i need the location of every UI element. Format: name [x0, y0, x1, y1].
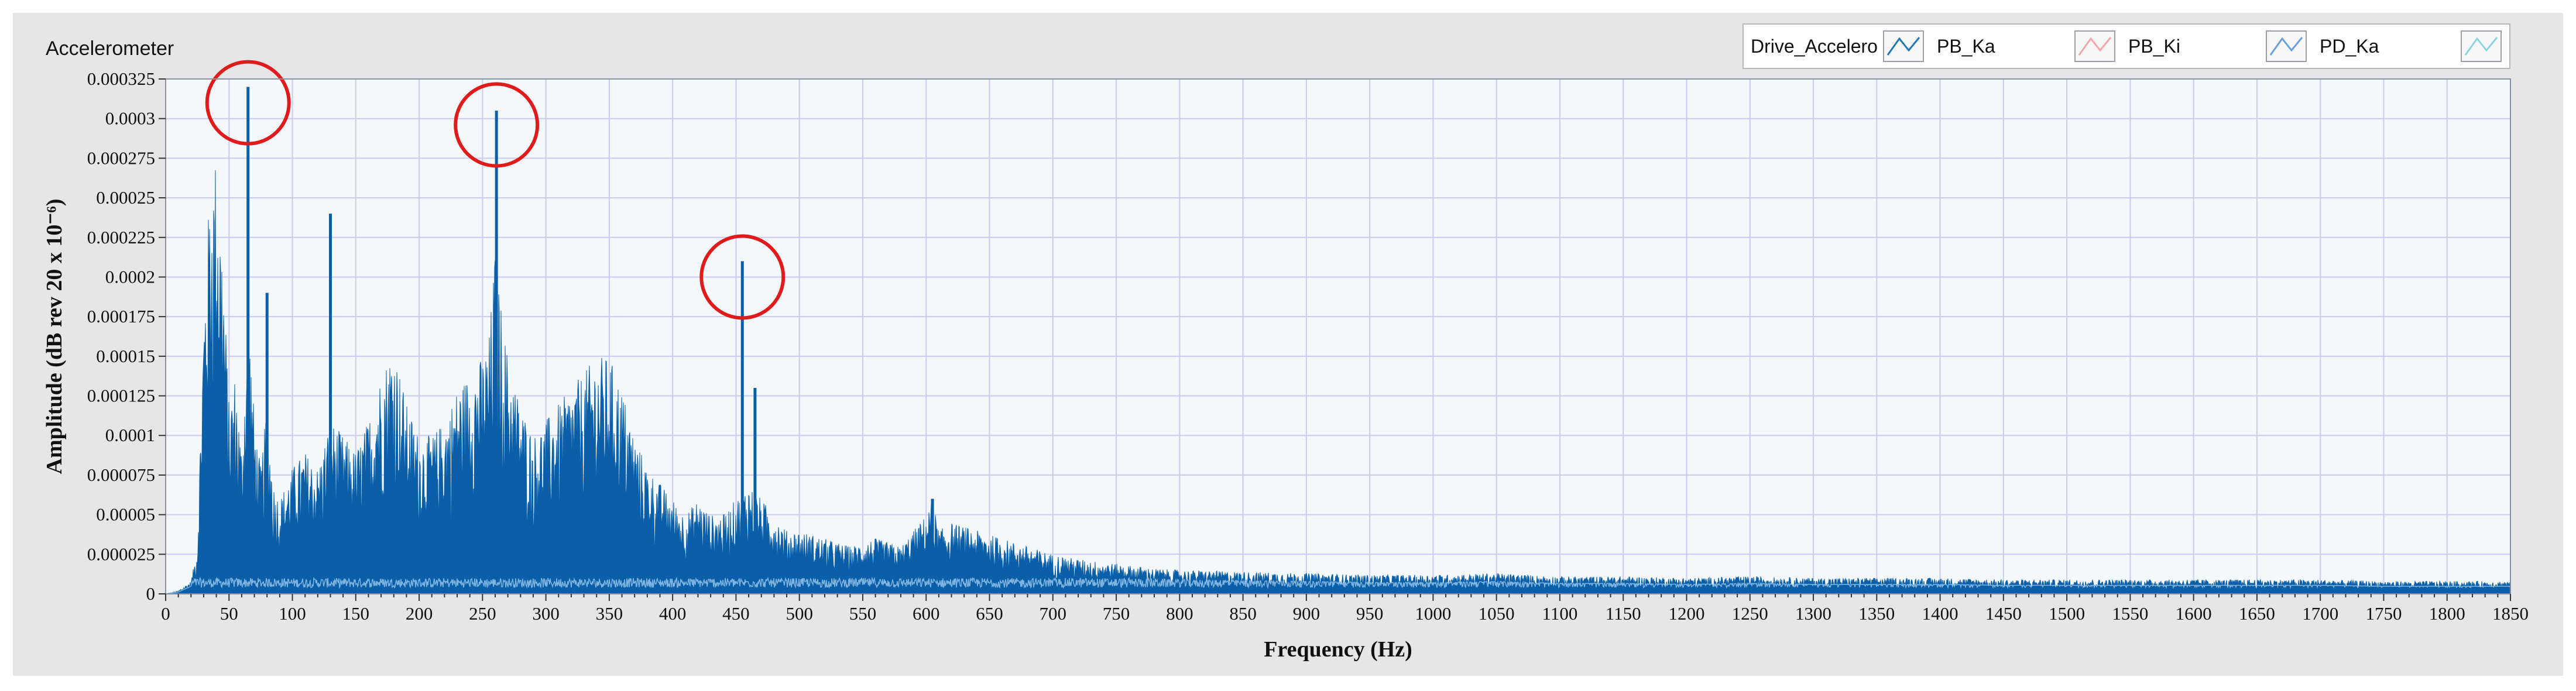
x-tick-label: 1100: [1542, 603, 1578, 624]
x-tick-label: 1850: [2492, 603, 2529, 624]
x-tick-label: 450: [722, 603, 750, 624]
y-tick-label: 0.0001: [105, 425, 155, 445]
x-tick-label: 1600: [2176, 603, 2212, 624]
legend-label: Drive_Accelero: [1751, 35, 1878, 57]
x-tick-label: 1800: [2429, 603, 2465, 624]
x-tick-label: 950: [1356, 603, 1384, 624]
x-tick-label: 50: [220, 603, 238, 624]
baseline-trace: [165, 576, 2510, 594]
x-tick-label: 1050: [1479, 603, 1515, 624]
peak-annotations: [205, 60, 786, 320]
legend-item-pd-ka[interactable]: PD_Ka: [2266, 25, 2379, 68]
x-tick-label: 1400: [1922, 603, 1958, 624]
legend-item-unnamed[interactable]: [2461, 25, 2515, 68]
peak-lines: [246, 87, 934, 594]
y-tick-label: 0.000075: [87, 465, 155, 485]
y-tick-label: 0: [146, 583, 156, 604]
legend-swatch-unnamed: [2461, 30, 2502, 62]
x-tick-label: 750: [1103, 603, 1130, 624]
x-tick-label: 100: [279, 603, 306, 624]
spectrum-area: [165, 170, 2511, 594]
x-tick-label: 1500: [2049, 603, 2085, 624]
x-tick-label: 900: [1293, 603, 1320, 624]
x-tick-label: 300: [532, 603, 560, 624]
panel-title: Accelerometer: [46, 37, 174, 60]
peak-circle: [205, 60, 291, 146]
x-tick-label: 1000: [1415, 603, 1451, 624]
y-tick-label: 0.000175: [87, 306, 155, 326]
legend-item-pb-ka[interactable]: PB_Ka: [1883, 25, 1995, 68]
y-tick-label: 0.000225: [87, 227, 155, 247]
y-axis-title: Amplitude (dB rev 20 x 10⁻⁶): [42, 199, 67, 475]
x-tick-label: 1700: [2302, 603, 2338, 624]
x-tick-label: 1750: [2365, 603, 2402, 624]
x-tick-label: 150: [342, 603, 370, 624]
y-tick-label: 0.00015: [96, 346, 155, 366]
y-tick-label: 0.000025: [87, 544, 155, 564]
x-axis: 0 50 100 150 200 250 300 350 400 450 500 550 600 650 7…: [161, 594, 2529, 624]
peak-circle: [454, 82, 540, 168]
x-tick-label: 1450: [1985, 603, 2022, 624]
y-tick-label: 0.000125: [87, 386, 155, 406]
y-axis: 0 0.000025 0.00005 0.000075 0.0001 0.000125 0.…: [87, 68, 166, 604]
y-tick-label: 0.00005: [96, 504, 155, 525]
x-tick-label: 1550: [2112, 603, 2148, 624]
x-tick-label: 700: [1040, 603, 1067, 624]
x-axis-title: Frequency (Hz): [1264, 637, 1412, 662]
x-tick-label: 1650: [2239, 603, 2275, 624]
x-tick-label: 850: [1229, 603, 1257, 624]
legend-label: PB_Ka: [1937, 35, 1995, 57]
y-tick-label: 0.0003: [105, 108, 155, 129]
x-tick-label: 200: [406, 603, 433, 624]
x-tick-label: 350: [596, 603, 623, 624]
y-tick-label: 0.000275: [87, 147, 155, 168]
plot-frame: [165, 78, 2511, 594]
x-tick-label: 400: [659, 603, 687, 624]
x-tick-label: 800: [1166, 603, 1193, 624]
x-tick-label: 0: [161, 603, 170, 624]
legend-swatch-pd-ka: [2266, 30, 2307, 62]
x-tick-label: 1200: [1668, 603, 1704, 624]
y-tick-label: 0.00025: [96, 187, 155, 208]
x-tick-label: 1350: [1858, 603, 1895, 624]
x-tick-label: 650: [976, 603, 1003, 624]
legend: Drive_Accelero PB_Ka PB_Ki PD_Ka: [1743, 23, 2510, 69]
legend-swatch-pb-ki: [2074, 30, 2115, 62]
x-tick-label: 1300: [1795, 603, 1831, 624]
y-tick-label: 0.000325: [87, 68, 155, 89]
legend-label: PB_Ki: [2128, 35, 2180, 57]
legend-item-drive-accelero: Drive_Accelero: [1751, 25, 1878, 68]
x-tick-label: 550: [849, 603, 877, 624]
peak-circle: [699, 234, 786, 320]
x-tick-label: 1150: [1606, 603, 1641, 624]
x-tick-label: 500: [786, 603, 813, 624]
x-tick-label: 1250: [1732, 603, 1768, 624]
legend-swatch-pb-ka: [1883, 30, 1924, 62]
x-tick-label: 600: [913, 603, 940, 624]
legend-label: PD_Ka: [2320, 35, 2379, 57]
x-tick-label: 250: [469, 603, 496, 624]
y-tick-label: 0.0002: [105, 266, 155, 287]
legend-item-pb-ki[interactable]: PB_Ki: [2074, 25, 2180, 68]
